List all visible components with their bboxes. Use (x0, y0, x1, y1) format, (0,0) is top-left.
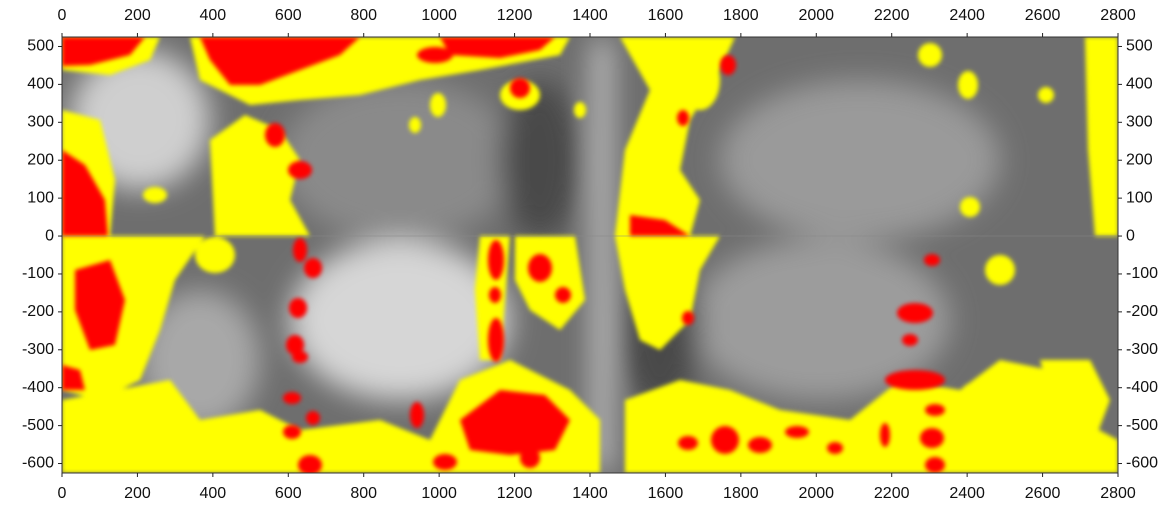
x-tick-label-bottom: 0 (58, 485, 67, 502)
x-tick-label-bottom: 1400 (572, 485, 608, 502)
y-tick-label-left: 200 (27, 151, 54, 168)
y-tick-label-right: -200 (1126, 303, 1158, 320)
y-tick-label-left: -600 (22, 455, 54, 472)
x-tick-label-bottom: 2200 (874, 485, 910, 502)
x-tick-label-top: 1800 (723, 7, 759, 24)
y-tick-label-left: 400 (27, 76, 54, 93)
grey-shading (70, 40, 1000, 470)
y-tick-label-left: 0 (45, 227, 54, 244)
x-tick-label-bottom: 200 (124, 485, 151, 502)
x-tick-label-top: 400 (200, 7, 227, 24)
x-tick-label-top: 1600 (648, 7, 684, 24)
y-tick-label-left: -300 (22, 341, 54, 358)
y-tick-label-left: -500 (22, 417, 54, 434)
y-tick-label-left: -400 (22, 379, 54, 396)
x-tick-label-top: 2400 (949, 7, 985, 24)
x-tick-label-top: 2000 (798, 7, 834, 24)
y-tick-label-right: 400 (1126, 76, 1153, 93)
x-tick-label-top: 200 (124, 7, 151, 24)
x-tick-label-top: 2200 (874, 7, 910, 24)
x-tick-label-bottom: 2000 (798, 485, 834, 502)
x-tick-label-bottom: 2400 (949, 485, 985, 502)
x-tick-label-top: 1000 (421, 7, 457, 24)
y-tick-label-right: 300 (1126, 114, 1153, 131)
y-tick-label-right: -600 (1126, 455, 1158, 472)
y-tick-label-right: -500 (1126, 417, 1158, 434)
x-tick-label-bottom: 600 (275, 485, 302, 502)
x-tick-label-top: 600 (275, 7, 302, 24)
y-tick-label-right: 0 (1126, 227, 1135, 244)
x-tick-label-bottom: 400 (200, 485, 227, 502)
x-tick-label-top: 0 (58, 7, 67, 24)
y-tick-label-right: 100 (1126, 189, 1153, 206)
x-tick-label-bottom: 800 (350, 485, 377, 502)
x-tick-label-bottom: 1200 (497, 485, 533, 502)
y-tick-label-right: -400 (1126, 379, 1158, 396)
x-tick-label-top: 2800 (1100, 7, 1136, 24)
x-tick-label-top: 1400 (572, 7, 608, 24)
y-tick-label-right: 200 (1126, 151, 1153, 168)
x-tick-label-bottom: 1600 (648, 485, 684, 502)
x-tick-label-bottom: 1800 (723, 485, 759, 502)
x-tick-label-bottom: 1000 (421, 485, 457, 502)
x-tick-label-top: 1200 (497, 7, 533, 24)
plot-area (62, 37, 1118, 473)
x-tick-label-bottom: 2800 (1100, 485, 1136, 502)
y-tick-label-right: -100 (1126, 265, 1158, 282)
y-tick-label-right: -300 (1126, 341, 1158, 358)
x-tick-label-bottom: 2600 (1025, 485, 1061, 502)
y-tick-label-left: 300 (27, 114, 54, 131)
x-tick-label-top: 800 (350, 7, 377, 24)
x-tick-label-top: 2600 (1025, 7, 1061, 24)
y-tick-label-left: 100 (27, 189, 54, 206)
y-tick-label-left: -200 (22, 303, 54, 320)
y-tick-label-left: -100 (22, 265, 54, 282)
red-anomalies (62, 37, 945, 473)
y-tick-label-left: 500 (27, 38, 54, 55)
y-tick-label-right: 500 (1126, 38, 1153, 55)
